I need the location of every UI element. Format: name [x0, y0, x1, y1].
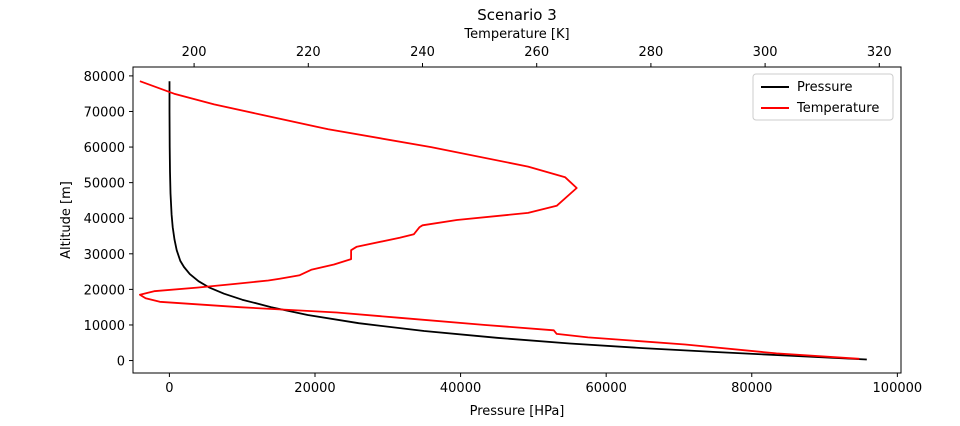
legend-temperature-label: Temperature	[796, 101, 879, 116]
y-axis: 0 10000 20000 30000 40000 50000 60000 70000 8000…	[84, 70, 133, 370]
x-tick-label: 0	[165, 381, 173, 396]
y-tick-label: 50000	[84, 177, 125, 192]
y-tick-label: 10000	[84, 319, 125, 334]
y-tick-label: 40000	[84, 212, 125, 227]
x2-axis: 200 220 240 260 280 300 320	[182, 45, 892, 67]
x-tick-label: 80000	[731, 381, 772, 396]
legend-pressure-label: Pressure	[797, 80, 853, 95]
legend: Pressure Temperature	[752, 73, 894, 121]
y-axis-label: Altitude [m]	[59, 181, 74, 259]
x2-axis-label: Temperature [K]	[463, 27, 569, 42]
chart-title: Scenario 3	[477, 6, 557, 24]
x-axis-label: Pressure [HPa]	[470, 404, 565, 419]
x-axis: 0 20000 40000 60000 80000 100000	[165, 373, 922, 396]
y-tick-label: 0	[117, 355, 125, 370]
series-layer	[138, 80, 867, 361]
y-tick-label: 20000	[84, 283, 125, 298]
x2-tick-label: 220	[296, 45, 321, 60]
x2-tick-label: 200	[182, 45, 207, 60]
y-tick-label: 70000	[84, 105, 125, 120]
x2-tick-label: 260	[524, 45, 549, 60]
x2-tick-label: 280	[638, 45, 663, 60]
x-tick-label: 60000	[585, 381, 626, 396]
series-line-temperature	[138, 80, 860, 360]
x2-tick-label: 320	[867, 45, 892, 60]
x-tick-label: 100000	[873, 381, 923, 396]
x2-tick-label: 240	[410, 45, 435, 60]
plot-frame	[132, 66, 902, 374]
x-tick-label: 20000	[294, 381, 335, 396]
x-tick-label: 40000	[440, 381, 481, 396]
y-tick-label: 30000	[84, 248, 125, 263]
y-tick-label: 80000	[84, 70, 125, 85]
y-tick-label: 60000	[84, 141, 125, 156]
x2-tick-label: 300	[753, 45, 778, 60]
series-line-pressure	[168, 81, 867, 361]
